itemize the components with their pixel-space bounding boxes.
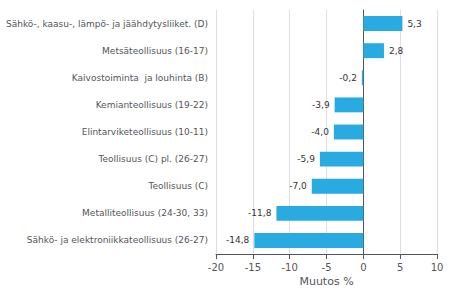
svg-text:-20: -20 — [208, 262, 224, 273]
svg-text:Kaivostoiminta ja louhinta (B: Kaivostoiminta ja louhinta (B) — [72, 73, 208, 83]
svg-text:-11,8: -11,8 — [248, 208, 272, 218]
svg-text:Metalliteollisuus (24-30, 33): Metalliteollisuus (24-30, 33) — [82, 208, 208, 218]
svg-text:-5,9: -5,9 — [297, 154, 315, 164]
svg-text:-4,0: -4,0 — [311, 127, 329, 137]
svg-text:Teollisuus (C): Teollisuus (C) — [148, 181, 208, 191]
svg-text:-3,9: -3,9 — [312, 100, 330, 110]
svg-text:-5: -5 — [322, 262, 332, 273]
svg-text:-15: -15 — [245, 262, 261, 273]
svg-text:Kemianteollisuus (19-22): Kemianteollisuus (19-22) — [96, 100, 208, 110]
svg-text:0: 0 — [360, 262, 366, 273]
svg-text:5: 5 — [397, 262, 403, 273]
svg-text:Elintarviketeollisuus (10-11): Elintarviketeollisuus (10-11) — [82, 127, 208, 137]
svg-text:-10: -10 — [282, 262, 298, 273]
svg-text:2,8: 2,8 — [389, 46, 404, 56]
svg-text:-14,8: -14,8 — [226, 235, 250, 245]
svg-text:Muutos %: Muutos % — [299, 275, 353, 288]
svg-text:Sähkö-, kaasu-, lämpö- ja jääh: Sähkö-, kaasu-, lämpö- ja jäähdytysliike… — [6, 19, 208, 29]
svg-text:Sähkö- ja elektroniikkateollis: Sähkö- ja elektroniikkateollisuus (26-27… — [27, 235, 208, 245]
svg-text:5,3: 5,3 — [407, 19, 421, 29]
svg-text:Teollisuus (C) pl. (26-27): Teollisuus (C) pl. (26-27) — [98, 154, 208, 164]
svg-text:-7,0: -7,0 — [289, 181, 307, 191]
svg-text:-0,2: -0,2 — [339, 73, 357, 83]
svg-text:10: 10 — [431, 262, 444, 273]
svg-text:Metsäteollisuus (16-17): Metsäteollisuus (16-17) — [102, 46, 208, 56]
